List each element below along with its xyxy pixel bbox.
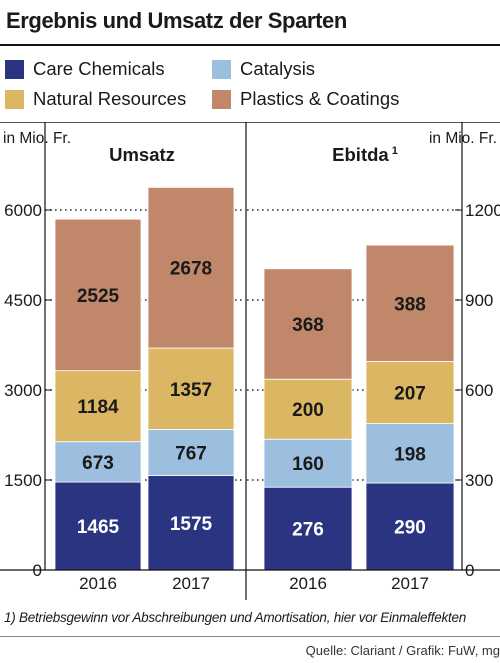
unit-label: in Mio. Fr. [3,130,71,147]
legend-item-plastics-coatings: Plastics & Coatings [212,87,399,111]
data-label: 1357 [170,380,212,401]
data-label: 290 [394,518,426,539]
data-label: 767 [175,443,207,464]
bar-segment [54,441,142,483]
source-credit: Quelle: Clariant / Grafik: FuW, mg [305,643,500,658]
footnote: 1) Betriebsgewinn vor Abschreibungen und… [4,610,467,625]
legend-item-natural-resources: Natural Resources [5,87,186,111]
title-superscript: 1 [392,145,398,157]
data-label: 2525 [77,286,120,307]
bar-segment [54,481,142,571]
footer-rule [0,636,500,637]
tick-label: 300 [465,471,493,490]
legend-label: Catalysis [240,58,316,79]
chart-title: Ergebnis und Umsatz der Sparten [6,8,347,33]
legend-swatch [5,89,24,109]
data-label: 198 [394,444,426,465]
unit-label: in Mio. Fr. [429,130,497,147]
legend-swatch [212,89,231,109]
bar-segment [263,268,353,380]
bar-segment [54,218,142,372]
data-label: 160 [292,454,324,475]
bar-segment [54,370,142,443]
data-label: 388 [394,294,426,315]
data-label: 673 [82,453,114,474]
legend-label: Natural Resources [33,88,187,109]
panel-title: Umsatz [109,144,175,165]
bar-segment [365,482,455,571]
tick-label: 1500 [4,471,42,490]
bar-segment [147,347,235,430]
legend-swatch [5,59,24,79]
bar-segment [263,438,353,488]
bar-segment [147,186,235,349]
tick-label: 1200 [465,201,500,220]
category-label: 2017 [172,574,210,593]
bar-segment [365,244,455,362]
data-label: 276 [292,520,324,541]
bar-segment [263,378,353,440]
panel-title: Ebitda 1 [332,144,398,165]
tick-label: 6000 [4,201,42,220]
tick-label: 900 [465,291,493,310]
legend-rule [0,122,500,123]
category-label: 2016 [289,574,327,593]
tick-label: 600 [465,381,493,400]
category-label: 2017 [391,574,429,593]
bar-segment [365,423,455,484]
legend-swatch [212,59,231,79]
title-rule [0,44,500,46]
data-label: 2678 [170,259,212,280]
legend-item-catalysis: Catalysis [212,57,315,81]
stacked-bar-charts: 0150030004500600014656731184252520161575… [0,122,500,600]
legend-label: Care Chemicals [33,58,165,79]
tick-label: 4500 [4,291,42,310]
category-label: 2016 [79,574,117,593]
legend-item-care-chemicals: Care Chemicals [5,57,165,81]
legend-label: Plastics & Coatings [240,88,400,109]
data-label: 1465 [77,517,120,538]
tick-label: 3000 [4,381,42,400]
data-label: 1184 [77,397,119,418]
data-label: 1575 [170,514,213,535]
bar-segment [147,429,235,476]
data-label: 207 [394,384,426,405]
data-label: 368 [292,315,324,336]
bar-segment [263,486,353,571]
data-label: 200 [292,400,324,421]
